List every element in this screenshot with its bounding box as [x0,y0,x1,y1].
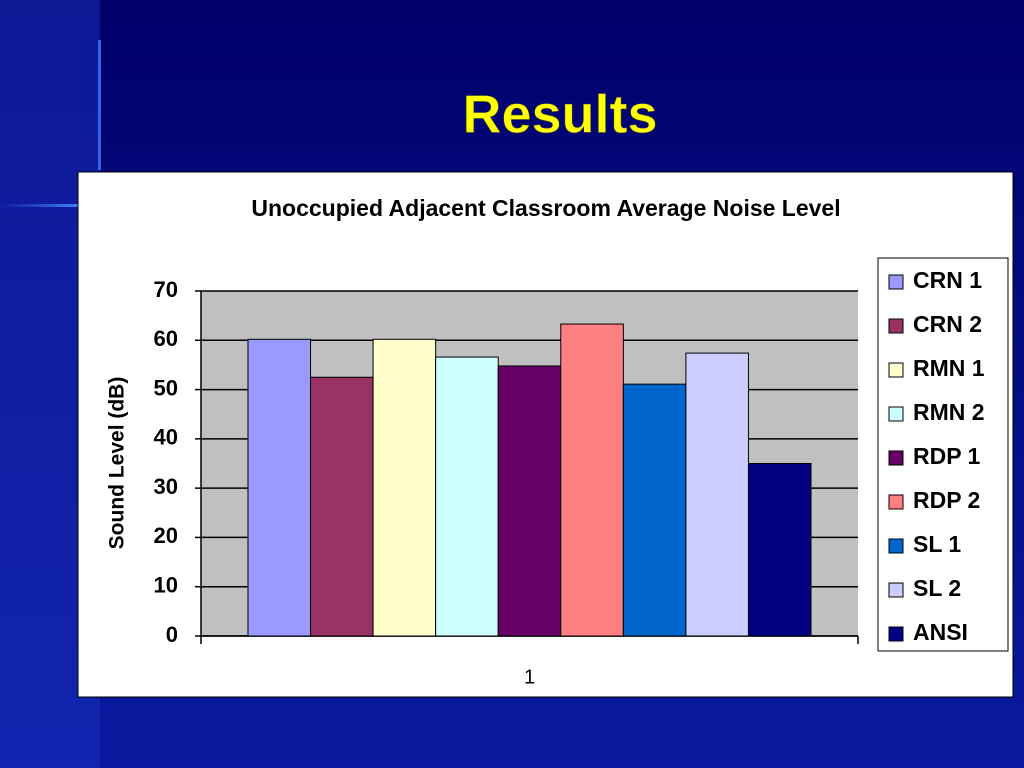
legend-swatch [888,406,904,422]
bar [622,383,687,637]
legend-label: RMN 2 [913,399,985,425]
bar [560,323,624,637]
slide-title: Results [462,84,657,144]
y-tick-label: 40 [154,425,178,450]
legend-label: ANSI [913,619,968,645]
bar [497,365,562,637]
bar [747,463,812,637]
legend-swatch [888,274,904,290]
legend-swatch [888,582,904,598]
legend-swatch [888,538,904,554]
y-tick-label: 10 [154,573,178,598]
y-tick-label: 50 [154,375,178,400]
y-tick-label: 30 [154,474,178,499]
bar [685,352,749,637]
legend-swatch [888,450,904,466]
bar [372,338,437,637]
legend-label: SL 2 [913,575,961,601]
x-tick-label: 1 [524,666,535,688]
y-tick-label: 70 [154,277,178,302]
chart-title: Unoccupied Adjacent Classroom Average No… [251,195,840,221]
legend-label: RDP 1 [913,443,981,469]
bar [435,356,499,637]
y-axis-label: Sound Level (dB) [106,377,129,550]
legend-label: RDP 2 [913,487,980,513]
legend-label: CRN 2 [913,311,982,337]
bar [247,338,312,637]
y-tick-label: 60 [154,326,178,351]
y-tick-label: 0 [166,622,178,647]
y-tick-label: 20 [154,523,178,548]
bar [310,376,374,637]
legend-swatch [888,494,904,510]
glow-line [0,204,78,207]
legend-label: SL 1 [913,531,961,557]
legend-label: CRN 1 [913,267,982,293]
glow-line [98,40,101,170]
legend-swatch [888,626,904,642]
legend-swatch [888,318,904,334]
legend-swatch [888,362,904,378]
legend-label: RMN 1 [913,355,985,381]
